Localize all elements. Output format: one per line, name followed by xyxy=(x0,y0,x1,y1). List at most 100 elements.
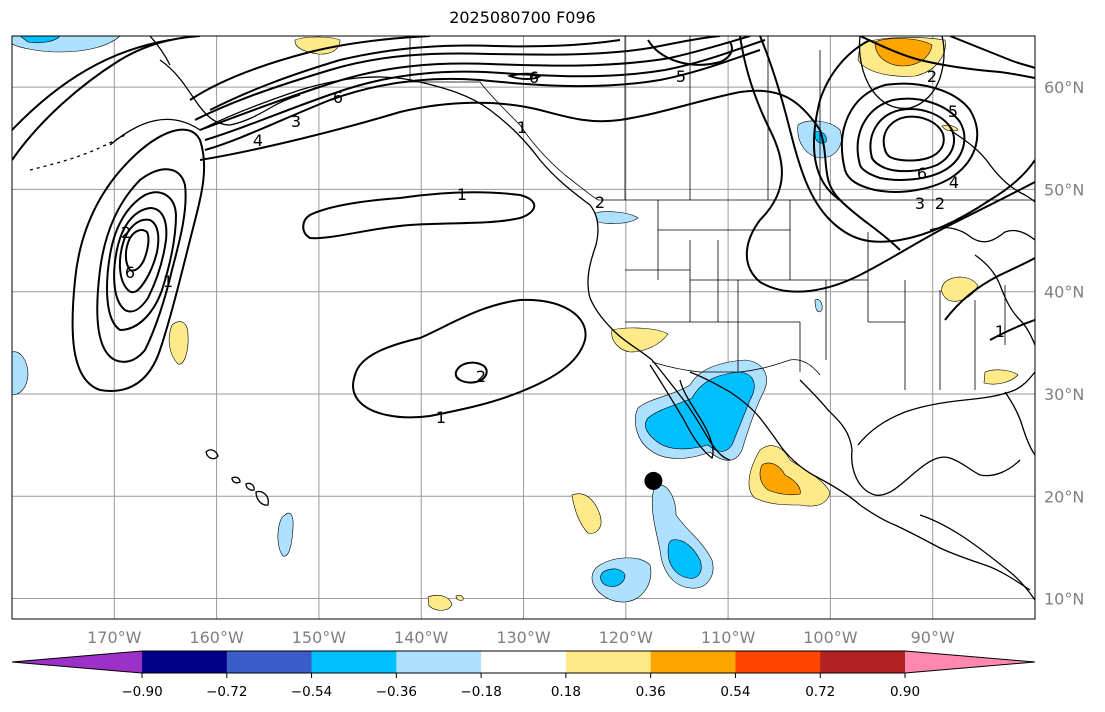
contour-label: 6 xyxy=(333,88,343,107)
colorbar-swatch xyxy=(396,651,482,673)
low-6 xyxy=(124,229,150,272)
shaded-regions xyxy=(12,36,1019,611)
small-loop-1 xyxy=(506,72,542,80)
contour-label: 2 xyxy=(476,367,486,386)
lat-tick-label: 30°N xyxy=(1044,385,1084,404)
canada-high-10 xyxy=(859,36,1035,79)
colorbar-tick-label: −0.36 xyxy=(376,684,417,700)
colorbar-swatch xyxy=(820,651,906,673)
shade-dateline-yellow xyxy=(168,321,189,365)
contour-label: 2 xyxy=(927,67,937,86)
colorbar: −0.90 −0.72 −0.54 −0.36 −0.18 0.18 0.36 0.54 0.7… xyxy=(11,650,1036,700)
low-5 xyxy=(118,218,160,294)
hawaii-islands xyxy=(205,449,269,506)
contour-lines xyxy=(12,36,1035,419)
coast-west xyxy=(109,76,731,461)
shade-west-edge-blue xyxy=(12,351,29,396)
lon-tick-label: 170°W xyxy=(87,628,142,647)
contour-6 xyxy=(194,36,721,121)
gridlines xyxy=(12,36,1035,619)
colorbar-tick-label: 0.54 xyxy=(720,684,750,700)
canada-high-7 xyxy=(739,36,1035,293)
lat-tick-label: 60°N xyxy=(1044,78,1084,97)
contour-label: 2 xyxy=(595,193,605,212)
coast-mexico xyxy=(689,371,1031,591)
border-canada-provinces xyxy=(624,36,821,200)
contour-label: 1 xyxy=(995,322,1005,341)
shade-hawaii-blue xyxy=(277,512,294,557)
coast-alaska-north xyxy=(149,36,171,66)
shade-socal-yellow xyxy=(611,327,669,353)
high-north xyxy=(302,191,536,240)
contour-label: 1 xyxy=(163,272,173,291)
low-outer xyxy=(71,128,206,392)
coast-labrador xyxy=(949,129,1035,203)
coast-alaska xyxy=(159,59,301,126)
shade-mexico-orange xyxy=(759,462,801,496)
border-states-1 xyxy=(658,200,906,390)
contour-label: 5 xyxy=(676,67,686,86)
colorbar-tick-label: −0.18 xyxy=(460,684,501,700)
lat-tick-label: 40°N xyxy=(1044,283,1084,302)
contour-1-jet xyxy=(199,89,901,251)
low-3 xyxy=(106,191,178,332)
canada-high-8 xyxy=(944,257,1035,321)
coast-baja xyxy=(649,364,714,460)
plot-frame xyxy=(11,35,1036,620)
canada-high-9 xyxy=(989,319,1035,341)
lat-tick-label: 20°N xyxy=(1044,487,1084,506)
shade-baja-dark xyxy=(645,371,755,452)
canada-high-1 xyxy=(840,82,979,193)
contour-label: 2 xyxy=(121,223,131,242)
contour-label: 6 xyxy=(125,263,135,282)
canada-high-11 xyxy=(949,36,1035,69)
lat-tick-label: 50°N xyxy=(1044,180,1084,199)
colorbar-tick-label: −0.72 xyxy=(206,684,247,700)
colorbar-tick-label: 0.36 xyxy=(636,684,666,700)
marker-point xyxy=(644,471,663,490)
colorbar-tick-label: −0.54 xyxy=(291,684,332,700)
lon-tick-label: 120°W xyxy=(599,628,654,647)
contour-8 xyxy=(189,36,431,101)
contour-label: 3 xyxy=(915,194,925,213)
colorbar-swatch xyxy=(12,651,142,673)
colorbar-swatch xyxy=(650,651,736,673)
lat-tick-label: 10°N xyxy=(1044,590,1084,609)
coast-florida xyxy=(1004,391,1035,456)
shade-ohio-yellow xyxy=(941,276,979,302)
colorbar-swatch xyxy=(905,651,1035,673)
coast-aleutians xyxy=(29,134,126,171)
contour-label: 6 xyxy=(529,68,539,87)
map-title: 2025080700 F096 xyxy=(449,8,596,27)
contour-3 xyxy=(204,49,761,151)
lon-tick-label: 150°W xyxy=(292,628,347,647)
shade-texas-blue xyxy=(814,299,823,313)
lon-tick-label: 160°W xyxy=(189,628,244,647)
contour-label: 1 xyxy=(457,185,467,204)
coast-gulf-north xyxy=(857,371,1035,446)
contour-5 xyxy=(199,36,751,131)
contour-7 xyxy=(209,39,621,111)
lon-tick-label: 90°W xyxy=(911,628,955,647)
canada-high-3 xyxy=(869,108,956,173)
contour-label: 4 xyxy=(253,131,263,150)
lon-tick-label: 140°W xyxy=(394,628,449,647)
coast-great-lakes xyxy=(929,227,1035,243)
contour-label: 1 xyxy=(517,118,527,137)
canada-high-4 xyxy=(882,115,945,162)
contour-2 xyxy=(12,36,201,161)
lon-tick-labels: 170°W 160°W 150°W 140°W 130°W 120°W 110°W 100°W… xyxy=(87,628,955,647)
contour-label: 6 xyxy=(917,164,927,183)
canada-high-2 xyxy=(856,97,966,181)
border-states-2 xyxy=(625,200,1006,390)
low-4 xyxy=(113,206,168,313)
low-2 xyxy=(96,168,187,363)
shade-pacific-yellow-1 xyxy=(571,493,602,534)
lon-tick-label: 100°W xyxy=(803,628,858,647)
lon-tick-label: 130°W xyxy=(496,628,551,647)
shade-sw-dark xyxy=(600,568,626,587)
high-small xyxy=(454,361,488,384)
coast-east xyxy=(974,254,1035,346)
shade-alaska-yellow xyxy=(294,36,341,55)
